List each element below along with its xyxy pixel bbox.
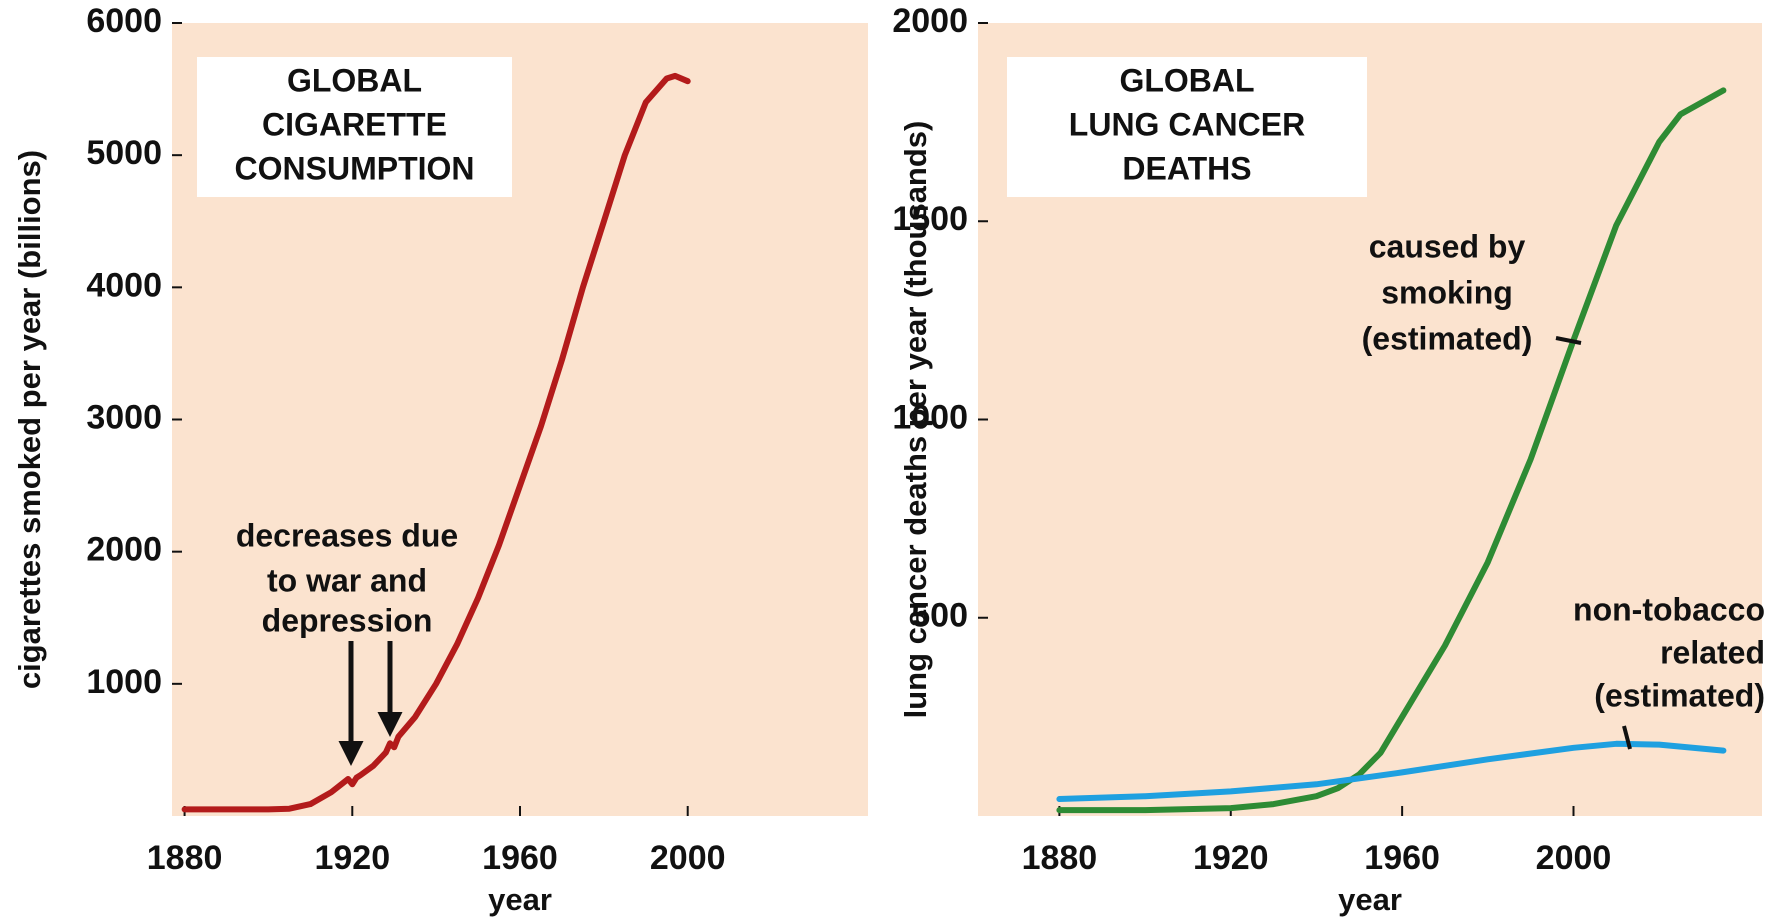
y-axis-label: cigarettes smoked per year (billions) xyxy=(12,150,47,689)
line xyxy=(1056,740,1727,802)
title-box xyxy=(1007,57,1367,197)
line xyxy=(1056,87,1727,814)
annotation: to war and xyxy=(267,562,427,598)
x-tick-label: 1880 xyxy=(147,839,223,877)
x-tick-label: 1960 xyxy=(482,839,558,877)
title-box xyxy=(197,57,512,197)
x-tick-label: 1920 xyxy=(1193,839,1269,877)
leader-line xyxy=(1555,336,1582,345)
annotation: depression xyxy=(262,602,433,638)
series-label: smoking xyxy=(1381,274,1513,310)
y-tick-label: 1000 xyxy=(892,398,968,436)
y-axis-label: lung cancer deaths per year (thousands) xyxy=(898,121,933,719)
x-tick-label: 1960 xyxy=(1364,839,1440,877)
chart-title: CIGARETTE xyxy=(262,106,447,142)
series-label: (estimated) xyxy=(1362,320,1533,356)
annotation: decreases due xyxy=(236,517,458,553)
chart-title: CONSUMPTION xyxy=(235,150,475,186)
y-tick-label: 2000 xyxy=(86,531,162,569)
chart-title: DEATHS xyxy=(1122,150,1251,186)
series-label: caused by xyxy=(1369,228,1526,264)
y-tick-label: 4000 xyxy=(86,266,162,304)
x-tick-label: 1920 xyxy=(314,839,390,877)
series-label: related xyxy=(1660,634,1765,670)
x-tick-label: 2000 xyxy=(650,839,726,877)
y-tick-label: 1500 xyxy=(892,200,968,238)
series-label: (estimated) xyxy=(1594,677,1765,713)
x-axis-label: year xyxy=(1338,882,1402,917)
x-tick-label: 2000 xyxy=(1536,839,1612,877)
line xyxy=(181,72,691,813)
y-tick-label: 5000 xyxy=(86,134,162,172)
x-axis-label: year xyxy=(488,882,552,917)
y-tick-label: 2000 xyxy=(892,2,968,40)
chart-title: GLOBAL xyxy=(287,62,422,98)
y-tick-label: 3000 xyxy=(86,398,162,436)
y-tick-label: 500 xyxy=(911,597,968,635)
chart-title: GLOBAL xyxy=(1119,62,1254,98)
y-tick-label: 6000 xyxy=(86,2,162,40)
leader-line xyxy=(1622,725,1632,750)
panels: 1000 2000 3000 4000 5000 6000 1880 1920 1960 2000… xyxy=(12,2,1765,917)
series-label: non-tobacco xyxy=(1573,591,1765,627)
x-tick-label: 1880 xyxy=(1022,839,1098,877)
y-tick-label: 1000 xyxy=(86,663,162,701)
chart-title: LUNG CANCER xyxy=(1069,106,1305,142)
